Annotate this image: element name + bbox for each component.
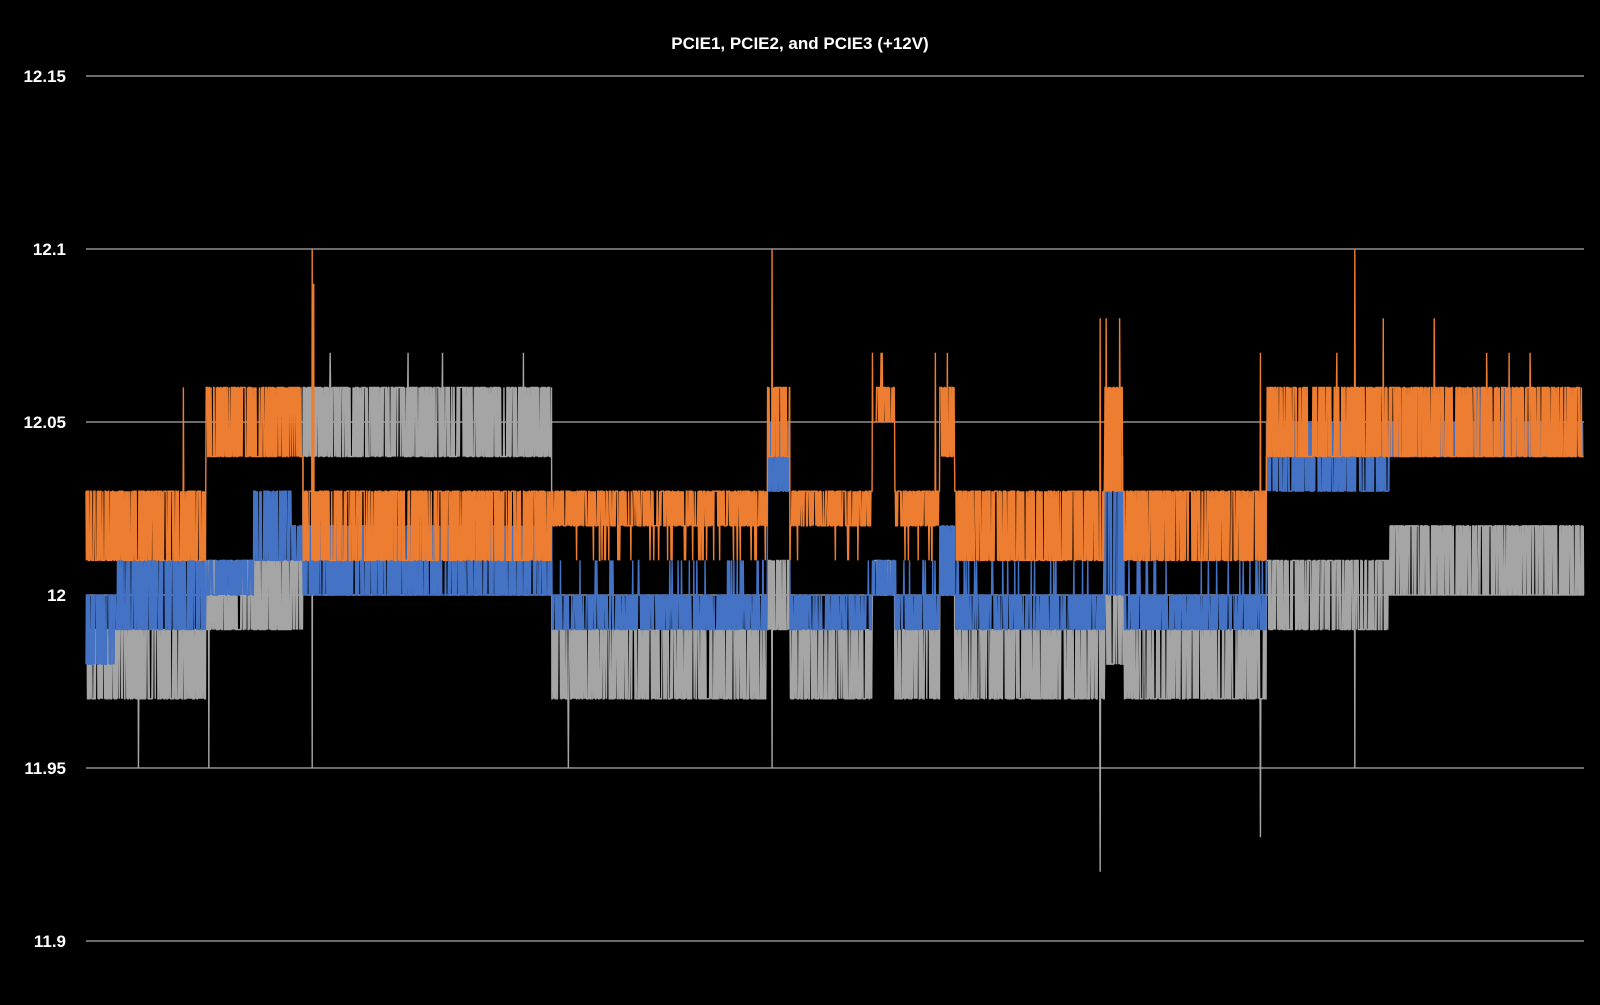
y-tick-label: 12.1 <box>33 240 66 259</box>
y-tick-label: 11.95 <box>24 759 66 778</box>
chart-title: PCIE1, PCIE2, and PCIE3 (+12V) <box>671 34 928 53</box>
series-layer <box>85 248 1585 872</box>
y-tick-label: 12.05 <box>23 413 66 432</box>
series-line-orange <box>85 248 1584 562</box>
y-tick-label: 11.9 <box>34 932 66 951</box>
y-tick-label: 12 <box>47 586 66 605</box>
y-tick-label: 12.15 <box>23 67 66 86</box>
series-line-gray <box>86 352 1585 872</box>
y-axis-tick-labels: 11.9 11.95 12 12.05 12.1 12.15 <box>23 67 66 951</box>
